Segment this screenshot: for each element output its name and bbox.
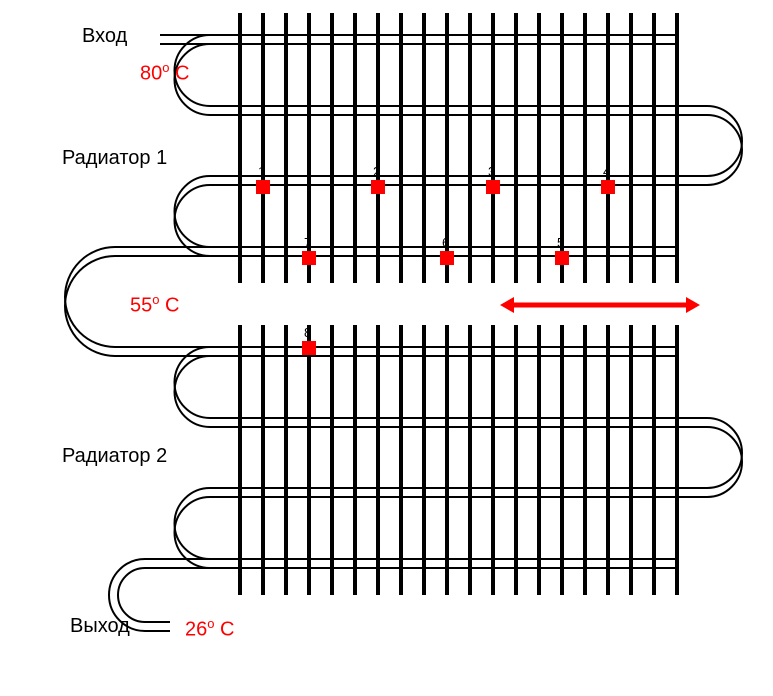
sensor-label-2: 2: [373, 164, 380, 179]
sensor-label-3: 3: [488, 164, 495, 179]
sensor-label-8: 8: [304, 325, 311, 340]
sensor-label-7: 7: [304, 235, 311, 250]
radiator-diagram: [0, 0, 773, 696]
rad1-label: Радиатор 1: [62, 147, 167, 170]
outlet-label: Выход: [70, 615, 130, 638]
inlet-label: Вход: [82, 25, 127, 48]
temp-inlet: 80о С: [140, 60, 190, 86]
temp-outlet: 26о С: [185, 616, 235, 642]
sensor-label-6: 6: [442, 235, 449, 250]
sensor-label-4: 4: [603, 164, 610, 179]
rad2-label: Радиатор 2: [62, 445, 167, 468]
sensor-label-1: 1: [258, 164, 265, 179]
temp-mid: 55о С: [130, 292, 180, 318]
sensor-label-5: 5: [557, 235, 564, 250]
